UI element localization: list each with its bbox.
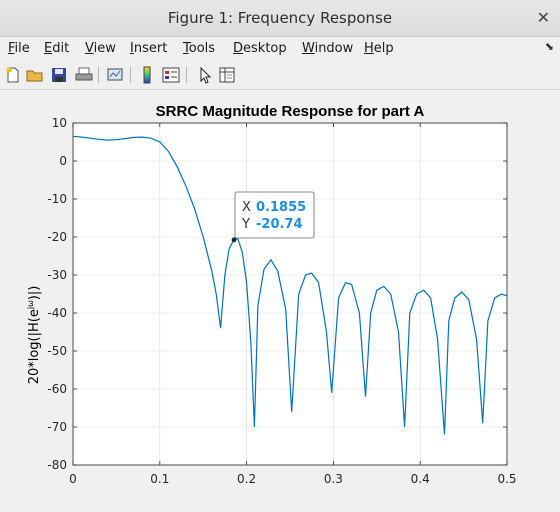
datatip-x-label: X [242,200,251,215]
toolbar-separator [130,67,131,83]
y-tick-label: -20 [47,230,67,244]
axes-background [73,123,507,465]
window-title: Figure 1: Frequency Response [167,9,393,27]
ticks: 0 0.1 0.2 0.3 0.4 0.5 10 0 -10 -20 -30 -40 -50 -60 -70… [47,116,516,486]
menu-help[interactable]: Help [364,41,394,56]
magnitude-response-line[interactable] [72,135,508,435]
plot-canvas[interactable]: 0 0.1 0.2 0.3 0.4 0.5 10 0 -10 -20 -30 -40 -50 -60 -70… [0,90,560,512]
y-axis-label-end: )|) [27,286,42,301]
open-file-icon[interactable] [26,66,44,84]
y-tick-label: -30 [47,268,67,282]
chart-title: SRRC Magnitude Response for part A [156,103,425,120]
insert-colorbar-icon[interactable] [138,66,156,84]
menu-file[interactable]: File [8,41,30,56]
y-tick-label: -80 [47,458,67,472]
close-icon[interactable]: ✕ [536,8,550,27]
print-icon[interactable] [75,66,93,84]
y-tick-label: 0 [59,154,67,168]
datatip-marker[interactable] [231,237,237,243]
toolbar-separator [98,67,99,83]
window-titlebar: Figure 1: Frequency Response ✕ [0,0,560,37]
property-inspector-icon[interactable] [218,66,236,84]
y-axis-label-sup: jω [26,300,35,310]
menu-window[interactable]: Window [302,41,354,56]
y-tick-label: -10 [47,192,67,206]
y-tick-label: 10 [52,116,67,130]
datatip[interactable]: X 0.1855 Y -20.74 [231,191,315,243]
menu-edit[interactable]: Edit [44,41,70,56]
y-tick-label: -70 [47,420,67,434]
x-tick-label: 0.2 [237,472,256,486]
toolbar-separator [186,67,187,83]
y-tick-label: -50 [47,344,67,358]
y-tick-label: -60 [47,382,67,396]
link-plot-icon[interactable] [106,66,124,84]
edit-plot-arrow-icon[interactable] [196,66,214,84]
menu-tools[interactable]: Tools [183,41,216,56]
x-tick-label: 0 [69,472,77,486]
datatip-y-label: Y [241,217,250,232]
menu-insert[interactable]: Insert [130,41,168,56]
menu-bar: File Edit View Insert Tools Desktop Wind… [0,37,560,60]
dock-arrow-icon[interactable]: ⬊ [544,40,554,53]
save-icon[interactable] [50,66,68,84]
x-tick-label: 0.1 [150,472,169,486]
datatip-box [234,191,315,239]
insert-legend-icon[interactable] [162,66,180,84]
menu-desktop[interactable]: Desktop [233,41,287,56]
y-axis-label: 20*log(|H(ejω)|) [26,286,42,385]
x-tick-label: 0.5 [497,472,516,486]
y-tick-label: -40 [47,306,67,320]
x-tick-label: 0.3 [324,472,343,486]
datatip-x-value: 0.1855 [256,200,306,215]
menu-view[interactable]: View [85,41,116,56]
y-axis-label-main: 20*log(|H(e [27,309,42,384]
toolbar [0,61,560,90]
new-figure-icon[interactable] [4,66,22,84]
datatip-y-value: -20.74 [256,217,303,232]
axes-box [72,122,508,466]
x-tick-label: 0.4 [411,472,430,486]
